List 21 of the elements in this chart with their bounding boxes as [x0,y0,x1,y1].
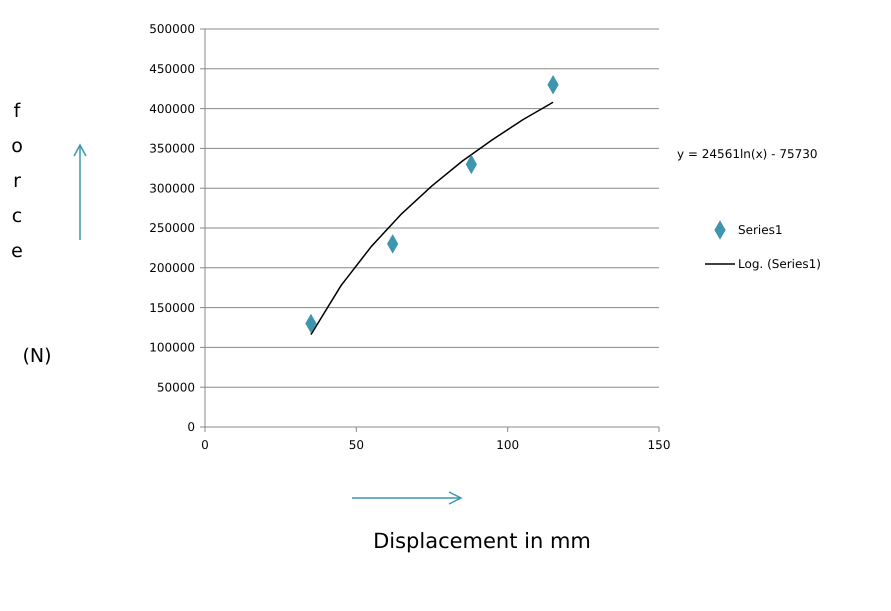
line-series [310,101,554,336]
y-tick-label: 100000 [149,340,195,355]
x-tick-label: 150 [648,438,670,452]
y-tick-label: 0 [187,420,195,434]
y-tick-label: 450000 [149,62,195,76]
y-tick-label: 50000 [156,380,195,394]
y-tick-label: 150000 [149,300,195,315]
legend-label: Log. (Series1) [738,257,821,272]
text: y = 24561ln(x) - 75730 [677,147,818,161]
x-axis-title: Displacement in mm [373,529,591,553]
y-tick-label: 350000 [149,142,195,156]
legend-label: Series1 [738,223,783,238]
x-tick-label: 100 [496,438,520,452]
text: force (N) [6,100,52,367]
y-tick-label: 200000 [149,261,195,275]
y-tick-label: 500000 [149,22,195,36]
y-tick-label: 400000 [149,102,195,116]
x-tick-label: 50 [348,438,364,452]
y-tick-label: 250000 [149,221,195,236]
x-tick-label: 0 [201,438,209,452]
y-tick-label: 300000 [149,181,195,196]
